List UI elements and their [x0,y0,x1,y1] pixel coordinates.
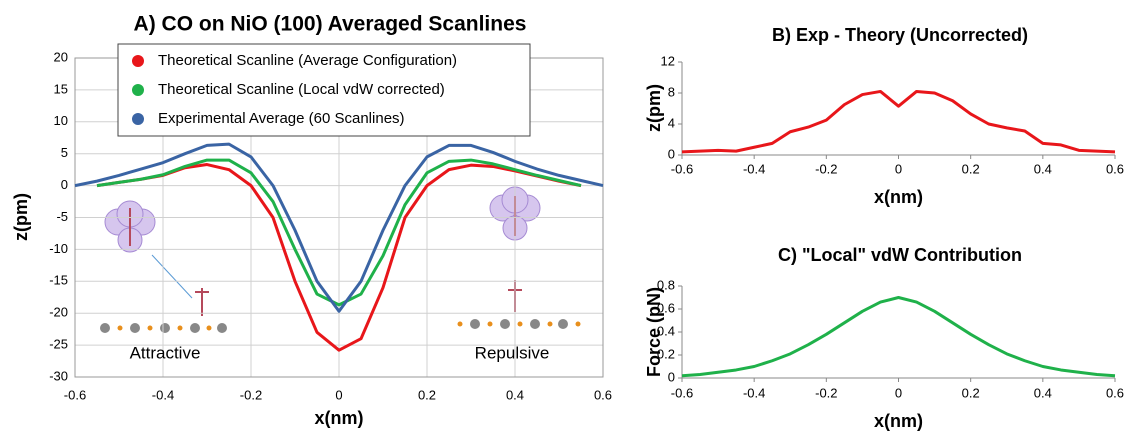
y-tick-label: 0.4 [657,323,675,338]
y-tick-label: 4 [668,115,675,130]
x-tick-label: 0 [895,161,902,176]
annotation: Repulsive [475,343,550,362]
x-tick-label: -0.2 [815,161,837,176]
x-axis-label: x(nm) [874,187,923,207]
x-tick-label: 0.4 [1034,161,1052,176]
y-tick-label: 0 [668,369,675,384]
data-line [96,158,582,307]
y-tick-label: 8 [668,84,675,99]
x-tick-label: -0.6 [671,385,693,400]
x-tick-label: -0.6 [671,161,693,176]
legend-label: Theoretical Scanline (Local vdW correcte… [158,81,445,98]
y-tick-label: 20 [54,49,68,64]
y-tick-label: 0.8 [657,277,675,292]
x-tick-label: -0.4 [152,387,174,402]
y-tick-label: -25 [49,337,68,352]
y-tick-label: 0.2 [657,346,675,361]
legend-label: Theoretical Scanline (Average Configurat… [158,52,457,69]
y-tick-label: 10 [54,113,68,128]
x-tick-label: 0.6 [1106,385,1124,400]
y-tick-label: -5 [56,209,68,224]
x-tick-label: 0.2 [962,385,980,400]
legend-marker [132,55,144,67]
chart-title: B) Exp - Theory (Uncorrected) [772,25,1028,45]
x-tick-label: -0.2 [240,387,262,402]
x-tick-label: -0.4 [743,161,765,176]
x-axis-label: x(nm) [315,408,364,428]
x-tick-label: 0 [335,387,342,402]
legend-marker [132,84,144,96]
y-tick-label: 0.6 [657,300,675,315]
y-tick-label: 5 [61,145,68,160]
legend-box [117,43,531,137]
y-axis-label: z(pm) [11,193,31,241]
x-tick-label: -0.6 [64,387,86,402]
y-tick-label: -10 [49,241,68,256]
y-tick-label: 0 [61,177,68,192]
chart-title: A) CO on NiO (100) Averaged Scanlines [134,13,527,36]
y-tick-label: 15 [54,81,68,96]
x-tick-label: 0.6 [1106,161,1124,176]
legend-marker [132,113,144,125]
data-line [681,89,1116,154]
y-axis-label: Force (pN) [644,287,664,377]
y-tick-label: 12 [661,53,675,68]
x-tick-label: -0.4 [743,385,765,400]
interaction-arrow [151,254,193,299]
y-tick-label: -20 [49,305,68,320]
x-tick-label: 0.4 [1034,385,1052,400]
x-tick-label: 0.6 [594,387,612,402]
y-tick-label: 0 [668,146,675,161]
x-axis-label: x(nm) [874,411,923,431]
x-tick-label: 0.2 [962,161,980,176]
annotation: Attractive [130,343,201,362]
data-line [74,142,604,313]
x-tick-label: 0 [895,385,902,400]
data-line [681,296,1116,378]
y-tick-label: -15 [49,273,68,288]
y-tick-label: -30 [49,368,68,383]
x-tick-label: -0.2 [815,385,837,400]
x-tick-label: 0.4 [506,387,524,402]
x-tick-label: 0.2 [418,387,436,402]
legend-label: Experimental Average (60 Scanlines) [158,110,405,127]
surface-atoms [100,319,568,333]
surface-atoms [117,321,581,331]
y-axis-label: z(pm) [644,84,664,132]
chart-title: C) "Local" vdW Contribution [778,245,1022,265]
